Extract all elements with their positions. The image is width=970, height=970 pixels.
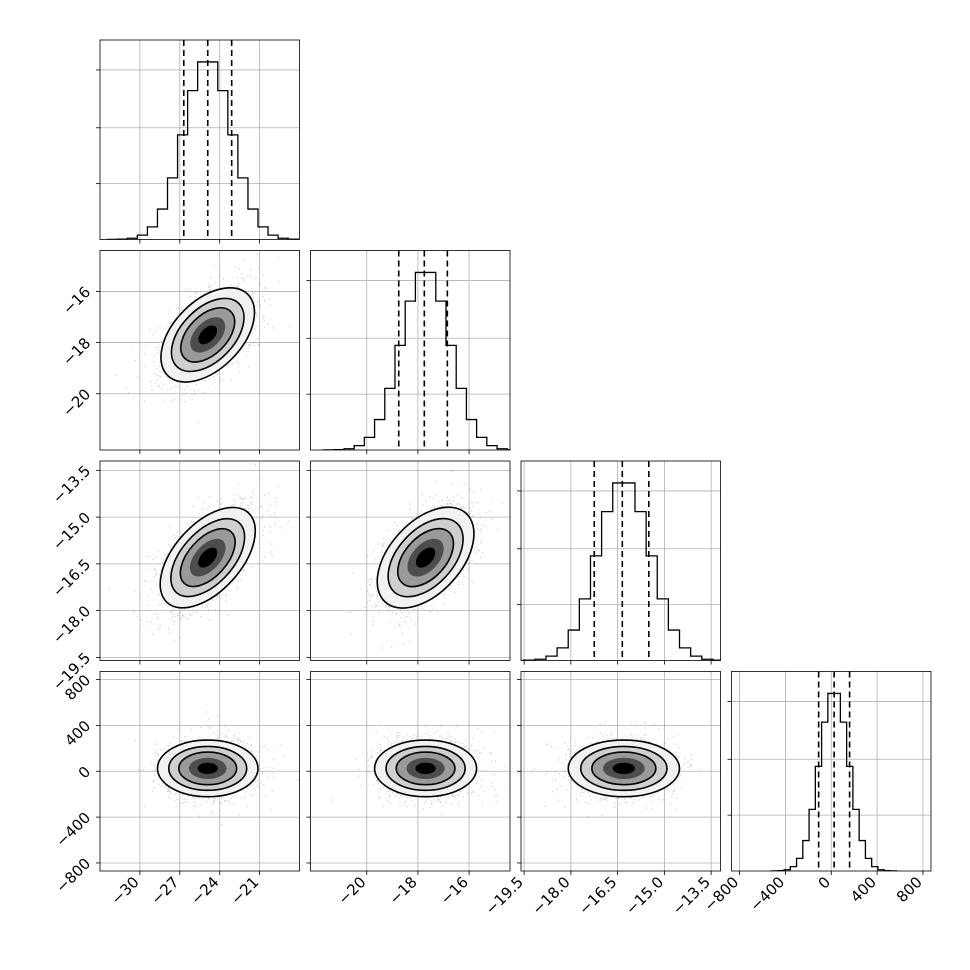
histogram-1	[322, 271, 510, 450]
y-tick-label: −16.5	[49, 555, 94, 600]
x-tick-label: −18.0	[528, 873, 573, 918]
y-tick-label: 0	[75, 763, 94, 782]
x-tick-label: 400	[847, 873, 880, 906]
y-tick-label: −16	[59, 283, 94, 318]
x-tick-label: −15.0	[622, 873, 667, 918]
density-contour	[612, 762, 635, 775]
panel-content	[100, 461, 300, 661]
panel-3-3: −800 −400 0 400 800	[700, 671, 932, 915]
panel-content	[100, 250, 300, 450]
panel-3-2: −19.5 −18.0 −16.5 −15.0 −13.5	[482, 671, 721, 918]
panel-2-0: −19.5−18.0−16.5−15.0−13.5	[49, 460, 300, 694]
panel-2-2	[517, 460, 721, 665]
y-tick-label: −20	[59, 385, 94, 420]
density-contour	[198, 547, 218, 568]
panel-frame	[99, 460, 300, 661]
y-tick-label: −18.0	[49, 602, 94, 647]
panel-frame	[520, 460, 721, 661]
x-tick-label: 0	[815, 873, 834, 892]
y-tick-label: 400	[61, 717, 94, 750]
x-tick-label: −16	[437, 873, 472, 908]
density-contour	[415, 762, 436, 775]
panel-frame	[99, 250, 300, 451]
x-tick-label: −18	[386, 873, 421, 908]
x-tick-label: −27	[148, 873, 183, 908]
x-tick-label: 800	[893, 873, 926, 906]
density-contour	[415, 547, 436, 568]
density-contour	[197, 762, 218, 775]
panel-2-1	[306, 460, 511, 665]
panel-content	[521, 671, 721, 871]
x-tick-label: −30	[108, 873, 143, 908]
panel-content	[100, 671, 300, 871]
x-tick-label: −19.5	[482, 873, 527, 918]
x-tick-label: −400	[746, 873, 788, 915]
x-tick-label: −24	[187, 873, 222, 908]
x-tick-label: −16.5	[575, 873, 620, 918]
density-contour	[198, 325, 218, 345]
y-tick-label: −400	[52, 809, 94, 851]
panel-1-1	[306, 250, 511, 454]
y-tick-label: −15.0	[49, 509, 94, 554]
x-tick-label: −21	[227, 873, 262, 908]
panel-1-0: −20 −18 −16	[59, 250, 300, 454]
panel-content	[310, 671, 510, 871]
panel-frame	[310, 250, 511, 451]
histogram-2	[521, 482, 721, 661]
panel-content	[310, 461, 510, 661]
panel-3-1: −20 −18 −16	[306, 671, 511, 908]
y-tick-label: −18	[59, 334, 94, 369]
y-tick-label: −13.5	[49, 462, 94, 507]
x-tick-label: −20	[334, 873, 369, 908]
panel-frame	[99, 39, 300, 240]
panel-frame	[310, 460, 511, 661]
panel-0-0	[96, 39, 300, 244]
y-tick-label: −800	[52, 854, 94, 896]
